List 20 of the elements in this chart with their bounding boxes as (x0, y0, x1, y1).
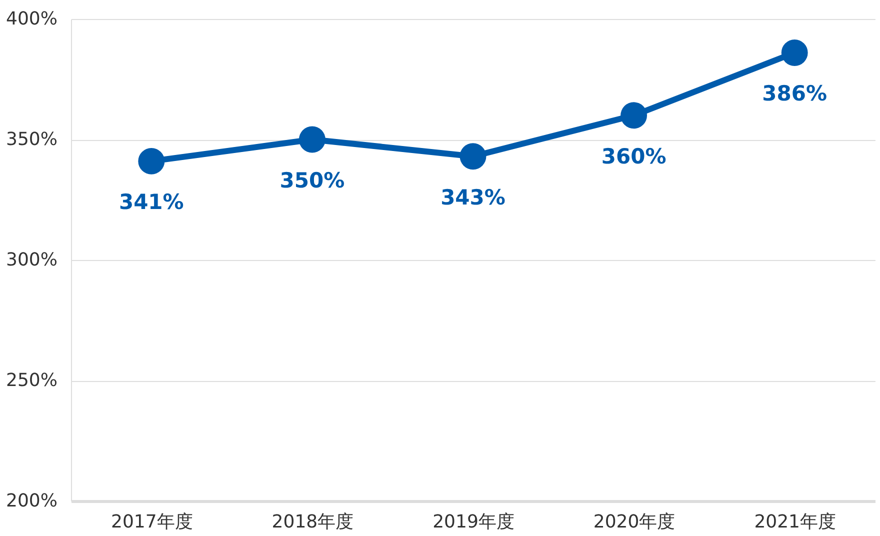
x-tick-label: 2021年度 (754, 512, 836, 532)
data-label: 350% (280, 168, 345, 192)
point (298, 126, 326, 153)
y-tick-label: 250% (6, 370, 58, 391)
point (460, 143, 486, 170)
data-label: 341% (118, 190, 184, 214)
x-tick-label: 2020年度 (593, 512, 676, 532)
data-label: 386% (762, 82, 828, 106)
point (620, 102, 648, 129)
x-tick-label: 2017年度 (110, 512, 193, 532)
y-tick-label: 350% (6, 129, 58, 150)
y-tick-label: 400% (6, 8, 58, 30)
y-tick-label: 300% (6, 250, 58, 270)
x-tick-label: 2018年度 (272, 512, 354, 532)
point (138, 148, 165, 174)
data-label: 360% (601, 144, 666, 168)
data-label: 343% (440, 185, 506, 210)
x-tick-label: 2019年度 (432, 512, 514, 532)
point (781, 40, 808, 66)
y-tick-label: 200% (6, 490, 58, 512)
